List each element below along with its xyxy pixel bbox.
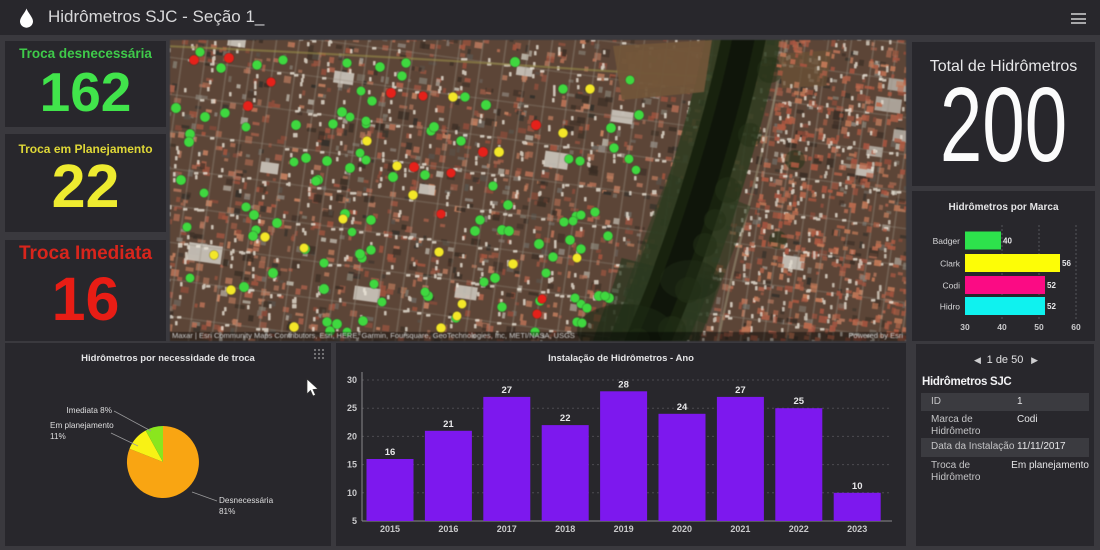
svg-text:Codi: Codi <box>943 281 961 291</box>
svg-text:2016: 2016 <box>438 524 458 534</box>
svg-text:22: 22 <box>560 413 571 424</box>
svg-text:2023: 2023 <box>847 524 867 534</box>
svg-text:52: 52 <box>1047 281 1056 290</box>
svg-text:2019: 2019 <box>614 524 634 534</box>
svg-text:16: 16 <box>385 447 396 458</box>
svg-text:Badger: Badger <box>933 236 961 246</box>
svg-text:15: 15 <box>347 460 357 470</box>
svg-text:27: 27 <box>502 385 513 396</box>
svg-text:50: 50 <box>1034 322 1044 332</box>
svg-text:Clark: Clark <box>940 259 961 269</box>
svg-text:25: 25 <box>347 403 357 413</box>
svg-text:5: 5 <box>352 516 357 526</box>
svg-text:21: 21 <box>443 419 454 430</box>
svg-text:2020: 2020 <box>672 524 692 534</box>
svg-text:81%: 81% <box>219 507 235 516</box>
svg-text:10: 10 <box>347 488 357 498</box>
svg-text:56: 56 <box>1062 259 1071 268</box>
svg-text:2017: 2017 <box>497 524 517 534</box>
svg-text:60: 60 <box>1071 322 1081 332</box>
svg-text:Imediata 8%: Imediata 8% <box>66 406 112 415</box>
svg-text:Em planejamento: Em planejamento <box>50 421 114 430</box>
svg-text:Hidro: Hidro <box>940 302 961 312</box>
svg-text:24: 24 <box>677 402 688 413</box>
svg-text:27: 27 <box>735 385 746 396</box>
svg-text:40: 40 <box>1003 237 1012 246</box>
svg-text:25: 25 <box>794 396 805 407</box>
svg-text:10: 10 <box>852 481 863 492</box>
svg-text:52: 52 <box>1047 302 1056 311</box>
svg-text:11%: 11% <box>50 432 66 441</box>
svg-text:Desnecessária: Desnecessária <box>219 496 274 505</box>
svg-text:20: 20 <box>347 431 357 441</box>
svg-text:2022: 2022 <box>789 524 809 534</box>
svg-text:40: 40 <box>997 322 1007 332</box>
svg-text:2021: 2021 <box>730 524 750 534</box>
svg-text:2018: 2018 <box>555 524 575 534</box>
svg-text:28: 28 <box>618 379 629 390</box>
svg-text:2015: 2015 <box>380 524 400 534</box>
svg-text:30: 30 <box>960 322 970 332</box>
svg-text:30: 30 <box>347 375 357 385</box>
